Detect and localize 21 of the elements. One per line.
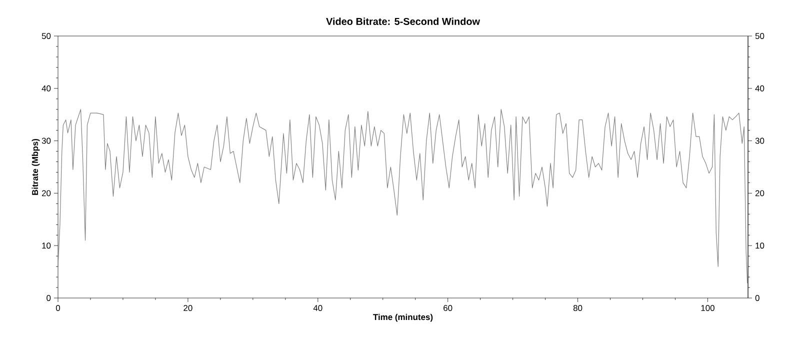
x-tick-label: 80 xyxy=(573,305,582,312)
y2-tick-label: 50 xyxy=(755,33,764,39)
y-tick-label: 10 xyxy=(42,242,51,249)
y2-tick-label: 0 xyxy=(755,295,760,301)
y-tick-label: 50 xyxy=(42,33,51,39)
x-tick-label: 0 xyxy=(56,305,60,312)
y-tick-label: 0 xyxy=(46,295,51,301)
y-tick-label: 30 xyxy=(42,138,51,144)
y-axis-title: Bitrate (Mbps) xyxy=(32,138,40,195)
y2-tick-label: 40 xyxy=(755,85,764,92)
chart-title: Video Bitrate: 5-Second Window xyxy=(326,18,480,25)
x-tick-label: 100 xyxy=(701,305,714,312)
y-tick-label: 20 xyxy=(42,190,51,196)
x-tick-label: 40 xyxy=(313,305,322,312)
x-tick-label: 60 xyxy=(444,305,452,312)
x-axis-title: Time (minutes) xyxy=(373,314,433,322)
y2-tick-label: 20 xyxy=(755,190,764,196)
x-tick-label: 20 xyxy=(184,305,192,312)
y2-tick-label: 30 xyxy=(755,138,764,144)
y2-tick-label: 10 xyxy=(756,242,764,249)
y-tick-label: 40 xyxy=(42,85,51,92)
